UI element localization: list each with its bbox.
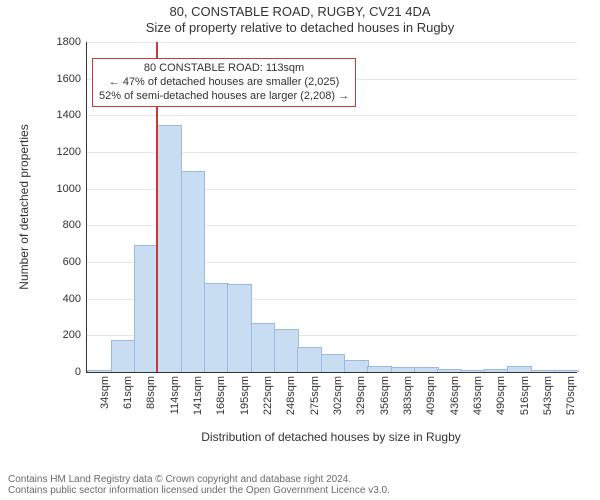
x-tick-label: 570sqm (565, 376, 577, 415)
y-tick-label: 1800 (57, 36, 87, 48)
histogram-bar (367, 366, 391, 373)
x-tick-label: 141sqm (192, 376, 204, 415)
title-line-1: 80, CONSTABLE ROAD, RUGBY, CV21 4DA (0, 4, 600, 20)
footer-attribution: Contains HM Land Registry data © Crown c… (8, 474, 592, 496)
title-line-2: Size of property relative to detached ho… (0, 20, 600, 36)
x-tick-label: 302sqm (332, 376, 344, 415)
histogram-bar (554, 370, 578, 372)
y-tick-label: 1000 (57, 183, 87, 195)
histogram-bar (484, 369, 508, 372)
histogram-bar (111, 340, 135, 372)
footer-line-1: Contains HM Land Registry data © Crown c… (8, 474, 592, 485)
histogram-bar (251, 323, 275, 372)
x-tick-label: 222sqm (262, 376, 274, 415)
x-tick-label: 61sqm (122, 376, 134, 409)
chart-title: 80, CONSTABLE ROAD, RUGBY, CV21 4DA Size… (0, 4, 600, 35)
y-tick-label: 600 (63, 256, 87, 268)
histogram-bar (274, 329, 298, 372)
x-tick-label: 516sqm (519, 376, 531, 415)
annotation-line: ← 47% of detached houses are smaller (2,… (99, 76, 349, 90)
x-tick-label: 248sqm (285, 376, 297, 415)
histogram-bar (461, 370, 485, 372)
histogram-bar (157, 125, 181, 372)
y-tick-label: 0 (75, 366, 87, 378)
histogram-bar (391, 367, 415, 372)
x-tick-label: 275sqm (309, 376, 321, 415)
y-tick-label: 400 (63, 293, 87, 305)
x-tick-label: 436sqm (449, 376, 461, 415)
annotation-line: 52% of semi-detached houses are larger (… (99, 90, 349, 104)
histogram-bar (531, 370, 555, 372)
y-tick-label: 200 (63, 329, 87, 341)
histogram-bar (437, 369, 461, 372)
footer-line-2: Contains public sector information licen… (8, 485, 592, 496)
histogram-bar (227, 284, 251, 372)
histogram-bar (414, 367, 438, 372)
x-tick-label: 490sqm (495, 376, 507, 415)
y-tick-label: 800 (63, 219, 87, 231)
annotation-callout: 80 CONSTABLE ROAD: 113sqm← 47% of detach… (92, 58, 356, 107)
histogram-bar (297, 347, 321, 372)
gridline (87, 115, 577, 116)
x-tick-label: 114sqm (169, 376, 181, 414)
y-axis-label: Number of detached properties (17, 124, 31, 289)
histogram-bar (321, 354, 345, 372)
x-tick-label: 329sqm (355, 376, 367, 415)
histogram-bar (181, 171, 205, 372)
gridline (87, 42, 577, 43)
x-tick-label: 195sqm (239, 376, 251, 415)
x-tick-label: 463sqm (472, 376, 484, 415)
x-tick-label: 409sqm (425, 376, 437, 415)
x-tick-label: 383sqm (402, 376, 414, 415)
x-tick-label: 88sqm (145, 376, 157, 409)
histogram-bar (507, 366, 531, 372)
histogram-bar (204, 283, 228, 372)
y-tick-label: 1600 (57, 73, 87, 85)
x-tick-label: 168sqm (215, 376, 227, 415)
x-tick-label: 543sqm (542, 376, 554, 415)
x-tick-label: 356sqm (379, 376, 391, 415)
annotation-line: 80 CONSTABLE ROAD: 113sqm (99, 62, 349, 76)
x-axis-label: Distribution of detached houses by size … (201, 430, 460, 444)
y-tick-label: 1400 (57, 109, 87, 121)
histogram-bar (87, 370, 111, 372)
histogram-bar (344, 360, 368, 372)
x-tick-label: 34sqm (99, 376, 111, 409)
y-tick-label: 1200 (57, 146, 87, 158)
histogram-bar (134, 245, 158, 373)
